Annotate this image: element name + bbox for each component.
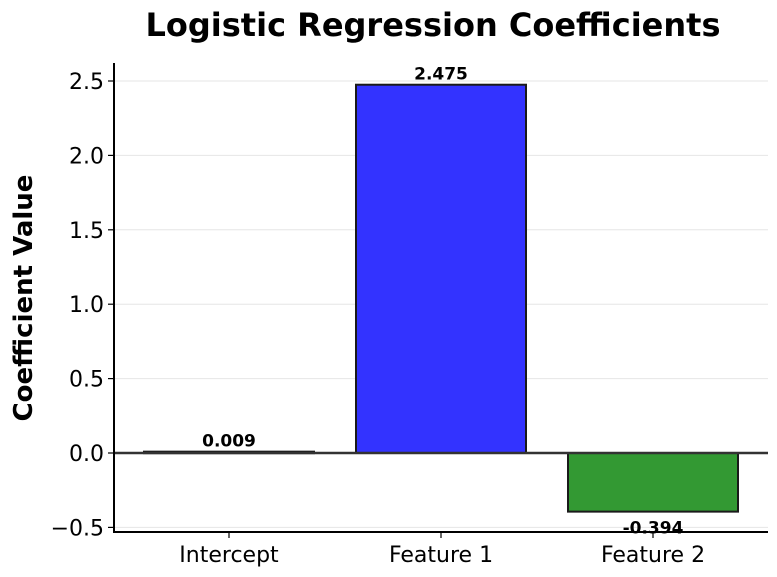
x-tick-label: Intercept	[179, 543, 279, 568]
value-labels: 0.009 2.475 -0.394	[202, 65, 683, 539]
value-label: 2.475	[414, 65, 468, 85]
bar-feature-1	[355, 83, 527, 454]
x-tick-label: Feature 1	[389, 543, 493, 568]
y-axis-label: Coefficient Value	[9, 175, 39, 422]
value-label: 0.009	[202, 432, 256, 452]
y-tick-label: 0.0	[69, 442, 104, 467]
y-tick-label: 1.5	[69, 219, 104, 244]
y-tick-label: 2.5	[69, 70, 104, 95]
value-label: -0.394	[623, 519, 684, 539]
x-axis-ticks: Intercept Feature 1 Feature 2	[179, 532, 705, 568]
y-tick-label: 0.5	[69, 368, 104, 393]
y-tick-label: −0.5	[51, 516, 104, 541]
y-tick-label: 2.0	[69, 144, 104, 169]
x-tick-label: Feature 2	[601, 543, 705, 568]
y-axis-ticks: −0.5 0.0 0.5 1.0 1.5 2.0 2.5	[51, 70, 114, 541]
chart-title: Logistic Regression Coefficients	[146, 6, 721, 44]
bars	[143, 83, 739, 513]
y-tick-label: 1.0	[69, 293, 104, 318]
bar-feature-2	[567, 452, 739, 513]
